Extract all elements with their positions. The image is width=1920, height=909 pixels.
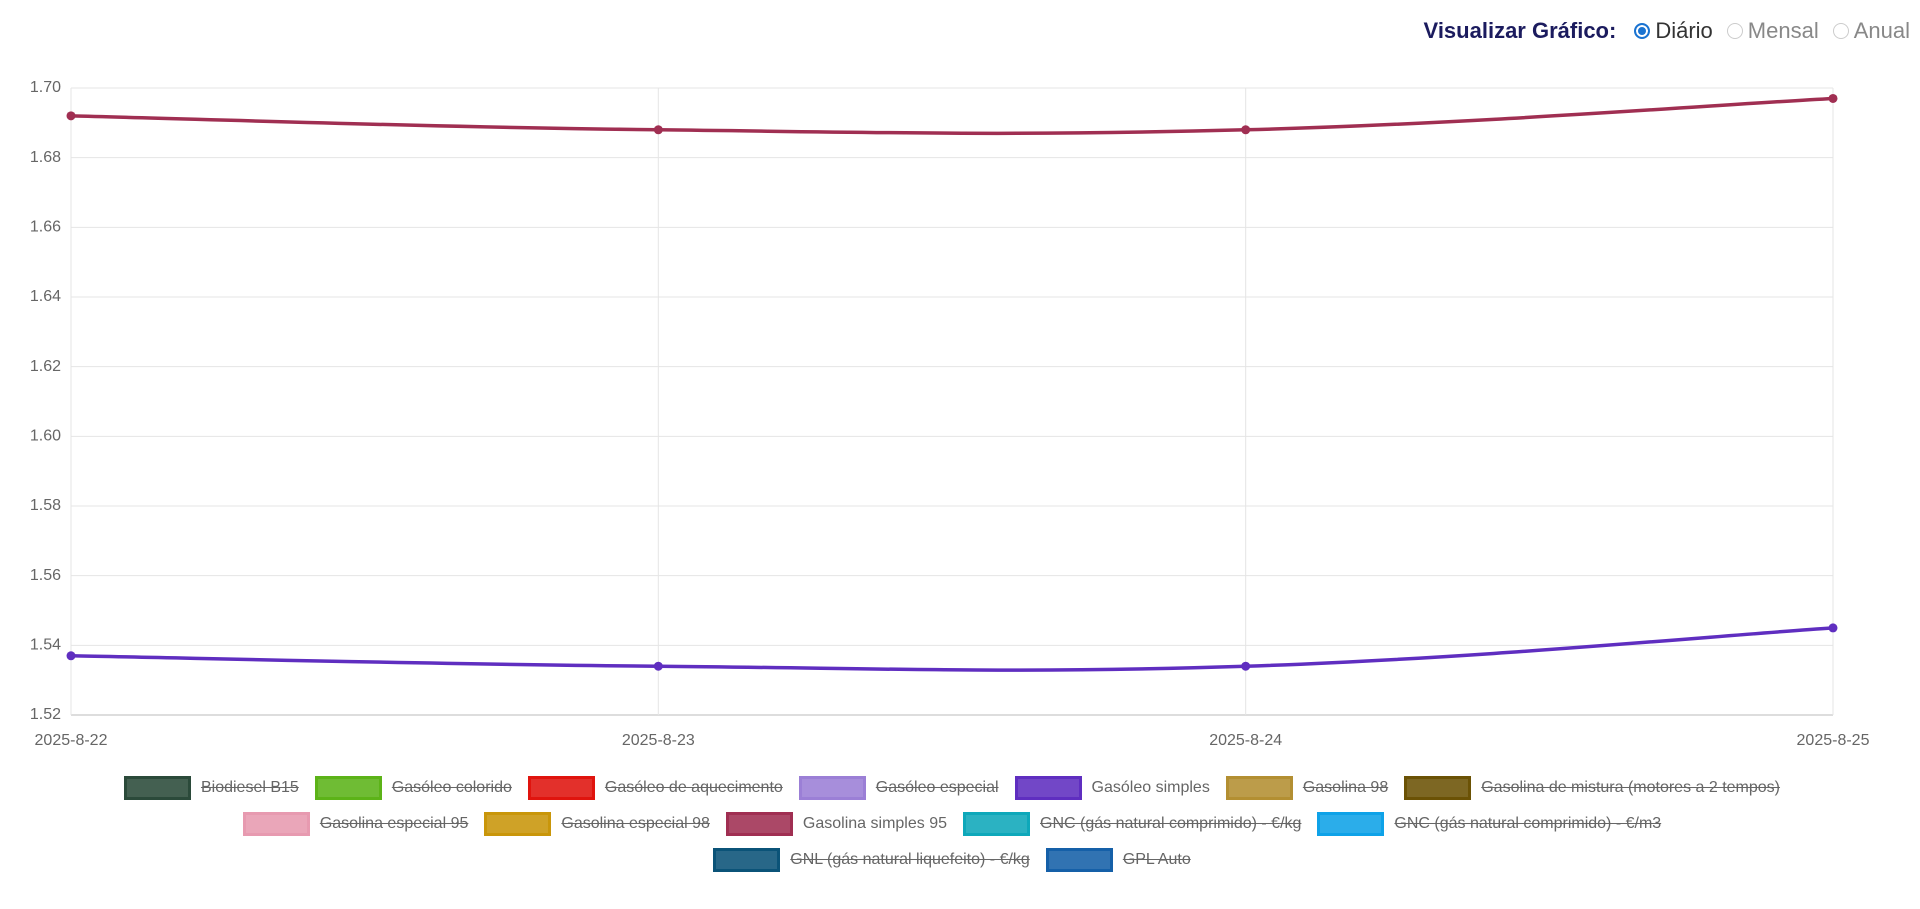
x-tick-label: 2025-8-24 <box>1209 732 1282 749</box>
y-tick-label: 1.60 <box>30 428 61 445</box>
legend-swatch <box>1404 776 1472 800</box>
legend-label: Gasolina de mistura (motores a 2 tempos) <box>1481 779 1781 796</box>
legend-swatch <box>725 812 793 836</box>
legend-label: GNL (gás natural liquefeito) - €/kg <box>790 851 1030 868</box>
y-tick-label: 1.56 <box>30 567 61 584</box>
radio-button[interactable] <box>1832 23 1849 39</box>
radio-option[interactable]: Mensal <box>1726 18 1819 44</box>
legend-label: Gasóleo simples <box>1091 779 1210 796</box>
data-point <box>66 651 76 661</box>
legend-item[interactable]: Gasóleo simples <box>1014 776 1210 800</box>
y-tick-label: 1.68 <box>30 149 61 166</box>
data-point <box>1241 661 1251 671</box>
legend-item[interactable]: Gasóleo colorido <box>314 776 512 800</box>
y-tick-label: 1.54 <box>30 637 61 654</box>
legend-item[interactable]: Gasóleo de aquecimento <box>527 776 783 800</box>
legend-item[interactable]: Biodiesel B15 <box>123 776 299 800</box>
legend-item[interactable]: GNC (gás natural comprimido) - €/m3 <box>1317 812 1661 836</box>
legend-swatch <box>1045 848 1113 872</box>
legend-swatch <box>798 776 866 800</box>
radio-option[interactable]: Diário <box>1634 18 1713 44</box>
legend-swatch <box>527 776 595 800</box>
legend-item[interactable]: GNL (gás natural liquefeito) - €/kg <box>713 848 1030 872</box>
radio-label: Diário <box>1655 18 1713 43</box>
x-tick-label: 2025-8-22 <box>35 732 108 749</box>
data-point <box>1828 623 1838 633</box>
y-tick-label: 1.52 <box>30 706 61 723</box>
y-tick-label: 1.70 <box>30 79 61 96</box>
grid <box>70 87 1834 716</box>
legend-swatch <box>963 812 1030 836</box>
data-point <box>1828 93 1838 103</box>
view-selector: Visualizar Gráfico: Diário Mensal Anual <box>1424 18 1910 44</box>
legend-swatch <box>242 812 310 836</box>
legend-swatch <box>123 776 191 800</box>
radio-label: Anual <box>1853 18 1910 43</box>
legend: Biodiesel B15 Gasóleo colorido Gasóleo de … <box>102 776 1802 872</box>
y-tick-label: 1.66 <box>30 219 61 236</box>
x-tick-label: 2025-8-25 <box>1797 732 1870 749</box>
y-tick-label: 1.58 <box>30 497 61 514</box>
radio-label: Mensal <box>1747 18 1819 43</box>
data-point <box>1241 125 1251 135</box>
data-point <box>66 111 76 121</box>
radio-button[interactable] <box>1634 23 1651 39</box>
legend-label: Gasóleo especial <box>875 779 999 796</box>
legend-item[interactable]: Gasolina especial 98 <box>484 812 710 836</box>
legend-label: Gasolina especial 98 <box>561 815 710 832</box>
legend-swatch <box>484 812 552 836</box>
legend-item[interactable]: Gasóleo especial <box>798 776 999 800</box>
legend-label: Gasolina 98 <box>1302 779 1389 796</box>
series-line <box>70 626 1834 672</box>
legend-swatch <box>1317 812 1385 836</box>
legend-label: Biodiesel B15 <box>200 779 299 796</box>
legend-label: Gasóleo de aquecimento <box>604 779 783 796</box>
y-tick-label: 1.62 <box>30 358 61 375</box>
legend-item[interactable]: GNC (gás natural comprimido) - €/kg <box>963 812 1301 836</box>
radio-option[interactable]: Anual <box>1832 18 1910 44</box>
legend-item[interactable]: Gasolina simples 95 <box>725 812 947 836</box>
series-line <box>70 96 1834 136</box>
legend-item[interactable]: GPL Auto <box>1045 848 1191 872</box>
data-point <box>653 661 663 671</box>
x-tick-label: 2025-8-23 <box>622 732 695 749</box>
legend-label: GNC (gás natural comprimido) - €/kg <box>1040 815 1302 832</box>
selector-label: Visualizar Gráfico: <box>1423 18 1617 43</box>
legend-label: Gasolina especial 95 <box>319 815 469 832</box>
legend-label: Gasolina simples 95 <box>802 815 947 832</box>
legend-swatch <box>314 776 382 800</box>
y-tick-label: 1.64 <box>30 288 61 305</box>
legend-label: GNC (gás natural comprimido) - €/m3 <box>1394 815 1662 832</box>
legend-item[interactable]: Gasolina especial 95 <box>242 812 469 836</box>
radio-button[interactable] <box>1726 23 1743 39</box>
legend-item[interactable]: Gasolina 98 <box>1225 776 1389 800</box>
legend-item[interactable]: Gasolina de mistura (motores a 2 tempos) <box>1404 776 1780 800</box>
legend-label: Gasóleo colorido <box>391 779 512 796</box>
legend-label: GPL Auto <box>1122 851 1191 868</box>
data-point <box>653 125 663 135</box>
legend-swatch <box>1225 776 1293 800</box>
legend-swatch <box>713 848 781 872</box>
legend-swatch <box>1014 776 1082 800</box>
